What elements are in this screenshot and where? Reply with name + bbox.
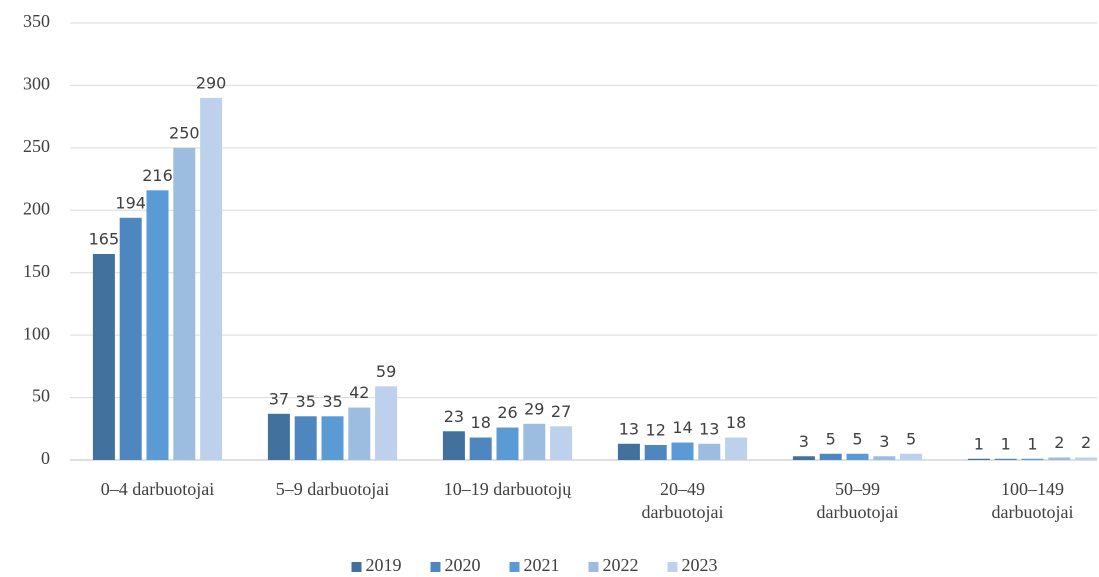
bar (644, 445, 667, 460)
y-tick-label: 150 (23, 261, 50, 281)
x-tick-label: 10–19 darbuotojų (443, 479, 572, 499)
data-label: 26 (497, 403, 517, 422)
bar (1048, 457, 1071, 460)
y-tick-label: 200 (23, 198, 50, 218)
bar (523, 423, 546, 460)
data-label: 18 (726, 413, 746, 432)
data-label: 5 (906, 429, 916, 448)
x-tick-label: 50–99 darbuotojai (816, 479, 899, 522)
data-label: 3 (879, 432, 889, 451)
data-label: 13 (699, 419, 719, 438)
legend-label: 2022 (603, 555, 639, 575)
legend-swatch (588, 562, 599, 572)
data-label: 29 (524, 399, 544, 418)
bar (267, 413, 290, 460)
data-label: 165 (89, 229, 120, 248)
data-label: 3 (799, 432, 809, 451)
data-label: 27 (551, 402, 571, 421)
bar (119, 217, 142, 460)
data-label: 194 (115, 193, 146, 212)
bar (348, 407, 371, 460)
bar (994, 458, 1017, 460)
y-tick-label: 100 (23, 323, 50, 343)
bar (698, 443, 721, 460)
y-tick-label: 250 (23, 136, 50, 156)
data-label: 42 (349, 383, 369, 402)
bar (146, 190, 169, 460)
bar (617, 443, 640, 460)
data-label: 290 (196, 73, 227, 92)
bar (496, 427, 519, 460)
data-label: 1 (1027, 434, 1037, 453)
x-tick-label: 100–149 darbuotojai (991, 479, 1074, 522)
bar (321, 416, 344, 460)
legend-swatch (509, 562, 520, 572)
data-label: 5 (852, 429, 862, 448)
bar (967, 458, 990, 460)
y-tick-label: 50 (32, 386, 50, 406)
x-tick-label: 0–4 darbuotojai (100, 479, 215, 499)
bar (873, 456, 896, 460)
bar (550, 426, 573, 460)
y-tick-label: 350 (23, 11, 50, 31)
bar (442, 431, 465, 460)
data-label: 14 (672, 418, 692, 437)
data-label: 1 (1001, 434, 1011, 453)
bar (469, 437, 492, 460)
bar (725, 437, 748, 460)
bar (173, 147, 196, 460)
data-label: 5 (826, 429, 836, 448)
legend-swatch (351, 562, 362, 572)
data-label: 35 (322, 392, 342, 411)
y-tick-label: 300 (23, 74, 50, 94)
bar (671, 442, 694, 460)
bar (92, 253, 115, 460)
bar (900, 453, 923, 460)
data-label: 35 (296, 392, 316, 411)
data-label: 59 (376, 362, 396, 381)
legend-label: 2023 (682, 555, 718, 575)
bar (375, 386, 398, 460)
data-label: 13 (619, 419, 639, 438)
data-label: 23 (444, 407, 464, 426)
bar (1075, 457, 1098, 460)
legend-swatch (667, 562, 678, 572)
data-label: 2 (1081, 433, 1091, 452)
x-tick-label: 5–9 darbuotojai (275, 479, 390, 499)
data-label: 216 (142, 166, 173, 185)
bar (792, 456, 815, 460)
legend-label: 2020 (445, 555, 481, 575)
bar (846, 453, 869, 460)
data-label: 37 (269, 389, 289, 408)
legend-label: 2019 (366, 555, 402, 575)
x-tick-label: 20–49 darbuotojai (641, 479, 724, 522)
bar (294, 416, 317, 460)
bar (1021, 458, 1044, 460)
data-label: 1 (974, 434, 984, 453)
bar (200, 97, 223, 461)
legend-swatch (430, 562, 441, 572)
legend-label: 2021 (524, 555, 560, 575)
data-label: 18 (471, 413, 491, 432)
y-tick-label: 0 (41, 448, 50, 468)
data-label: 12 (646, 421, 666, 440)
data-label: 250 (169, 123, 200, 142)
data-label: 2 (1054, 433, 1064, 452)
bar (819, 453, 842, 460)
